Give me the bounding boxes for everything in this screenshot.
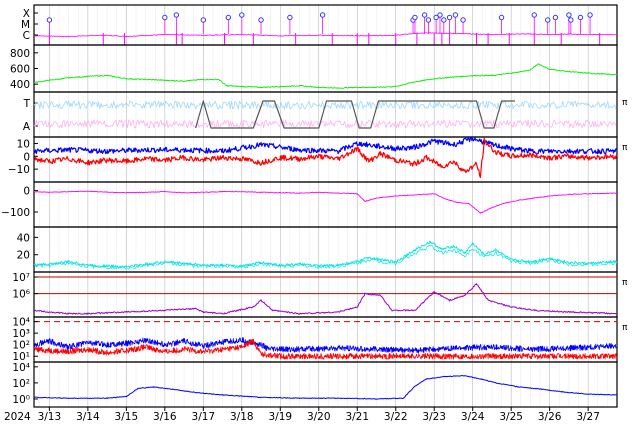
imf-components-ytick-label: −10	[8, 164, 30, 176]
xray-class-series-magenta-event-dot	[446, 14, 453, 21]
xray-class-series-magenta-event-dot	[433, 14, 439, 21]
xray-class-series-magenta-event-dot	[225, 14, 232, 21]
xray-class-series-magenta-event-dot	[587, 12, 593, 18]
x-axis-tick-label: 3/19	[268, 411, 292, 423]
imf-polarity-frame	[33, 91, 618, 138]
xray-class-series-magenta-event-dot	[173, 12, 180, 18]
imf-polarity-ytick-label: A	[23, 121, 31, 133]
xray-class-series-magenta-event-dot	[421, 12, 428, 18]
cosmic-ray-series-blue	[33, 375, 618, 400]
solar-wind-speed-ytick-label: 400	[10, 79, 30, 91]
xray-class-series-magenta-event-dot	[568, 17, 574, 23]
imf-components-ytick-label: 10	[17, 138, 30, 150]
kp-index-series-cyan	[33, 240, 618, 269]
xray-class-series-magenta-event-dot	[425, 17, 432, 23]
x-axis-tick-label: 3/13	[38, 411, 62, 423]
solar-wind-speed-ytick-label: 600	[10, 64, 30, 76]
proton-flux-ytick-label: 10⁷	[12, 272, 30, 284]
cosmic-ray-ytick-label: 10⁴	[12, 362, 30, 374]
proton-flux-frame	[33, 271, 618, 318]
xray-class-series-magenta-event-dot	[162, 14, 168, 21]
x-axis-tick-label: 3/14	[76, 411, 100, 423]
xray-class-series-magenta-event-dot	[545, 17, 551, 23]
electron-flux-ytick-label: 10⁴	[12, 317, 30, 329]
xray-class-series-magenta-event-dot	[452, 12, 459, 18]
imf-components-frame	[33, 136, 618, 183]
imf-polarity-right-marker: π	[622, 98, 628, 108]
solar-wind-speed-ytick-label: 800	[10, 48, 30, 60]
kp-index-series-cyan-secondary	[33, 244, 618, 270]
electron-flux-ytick-label: 10³	[12, 328, 30, 340]
imf-components-panel	[33, 136, 618, 183]
solar-wind-speed-panel	[33, 44, 618, 93]
xray-class-series-magenta-event-dot	[412, 14, 418, 21]
xray-class-series-magenta-event-dot	[577, 14, 584, 21]
x-axis-tick-label: 3/25	[499, 411, 523, 423]
imf-components-ytick-label: 0	[23, 151, 30, 163]
dst-index-ytick-label: 0	[23, 186, 30, 198]
cosmic-ray-frame	[33, 361, 618, 408]
electron-flux-ytick-label: 10¹	[12, 351, 30, 363]
solar-wind-speed-series-green	[33, 63, 618, 89]
x-axis-tick-label: 3/27	[576, 411, 600, 423]
electron-flux-ytick-label: 10²	[12, 340, 30, 352]
xray-class-ytick-label: X	[23, 8, 30, 20]
xray-class-series-magenta-line	[34, 32, 618, 38]
xray-class-series-magenta-event-dot	[441, 17, 447, 23]
xray-class-series-magenta-event-dot	[498, 14, 505, 21]
proton-flux-right-marker: π	[622, 278, 628, 288]
xray-class-series-magenta-event-dot	[437, 12, 443, 18]
kp-index-ytick-label: 40	[17, 232, 30, 244]
xray-class-series-magenta-event-dot	[46, 17, 53, 23]
xray-class-series-magenta-event-dot	[258, 17, 264, 23]
cosmic-ray-ytick-label: 10⁰	[12, 394, 30, 406]
x-axis-tick-label: 3/26	[538, 411, 562, 423]
imf-components-series-red	[33, 137, 618, 178]
x-axis-tick-label: 3/15	[115, 411, 139, 423]
x-axis-tick-label: 3/18	[230, 411, 254, 423]
dst-index-ytick-label: −100	[1, 207, 30, 219]
xray-class-ytick-label: C	[23, 30, 30, 42]
cosmic-ray-ytick-label: 10²	[12, 378, 30, 390]
xray-class-ytick-label: M	[21, 19, 30, 31]
electron-flux-series-blue	[33, 337, 618, 354]
x-axis-tick-label: 3/22	[384, 411, 408, 423]
x-axis-tick-label: 3/20	[307, 411, 331, 423]
x-axis-tick-label: 3/23	[422, 411, 446, 423]
imf-polarity-ytick-label: T	[23, 98, 31, 110]
xray-class-frame	[33, 4, 618, 46]
solar-wind-speed-frame	[33, 44, 618, 93]
xray-class-series-magenta-event-dot	[319, 12, 326, 18]
dst-index-panel	[33, 181, 618, 228]
xray-class-series-magenta-event-dot	[552, 14, 559, 21]
xray-class-series-magenta-event-dot	[460, 17, 466, 23]
xray-class-series-magenta-event-dot	[531, 12, 537, 18]
proton-flux-series-purple	[33, 283, 618, 315]
x-axis-tick-label: 3/16	[153, 411, 177, 423]
xray-class-panel	[33, 4, 618, 46]
proton-flux-ytick-label: 10⁶	[12, 289, 30, 301]
xray-class-series-magenta-event-dot	[200, 17, 207, 23]
x-axis-tick-label: 3/17	[192, 411, 216, 423]
cosmic-ray-panel	[33, 361, 618, 408]
imf-components-right-marker: π	[622, 143, 628, 153]
x-axis-year-label: 2024	[4, 411, 31, 423]
electron-flux-series-red	[33, 338, 618, 360]
imf-polarity-series-gray	[195, 100, 515, 129]
x-axis-tick-label: 3/21	[345, 411, 369, 423]
xray-class-series-magenta-event-dot	[239, 12, 245, 18]
kp-index-ytick-label: 20	[17, 250, 30, 262]
xray-class-series-magenta-event-dot	[287, 14, 293, 21]
proton-flux-panel	[33, 271, 618, 318]
imf-polarity-panel	[33, 91, 618, 138]
x-axis-tick-label: 3/24	[461, 411, 485, 423]
imf-components-series-blue	[33, 137, 618, 155]
dst-index-frame	[33, 181, 618, 228]
dst-index-series-magenta	[33, 190, 618, 214]
electron-flux-right-marker: π	[622, 323, 628, 333]
xray-class-series-magenta-event-dot	[566, 12, 572, 18]
imf-polarity-series-pink	[33, 119, 617, 129]
